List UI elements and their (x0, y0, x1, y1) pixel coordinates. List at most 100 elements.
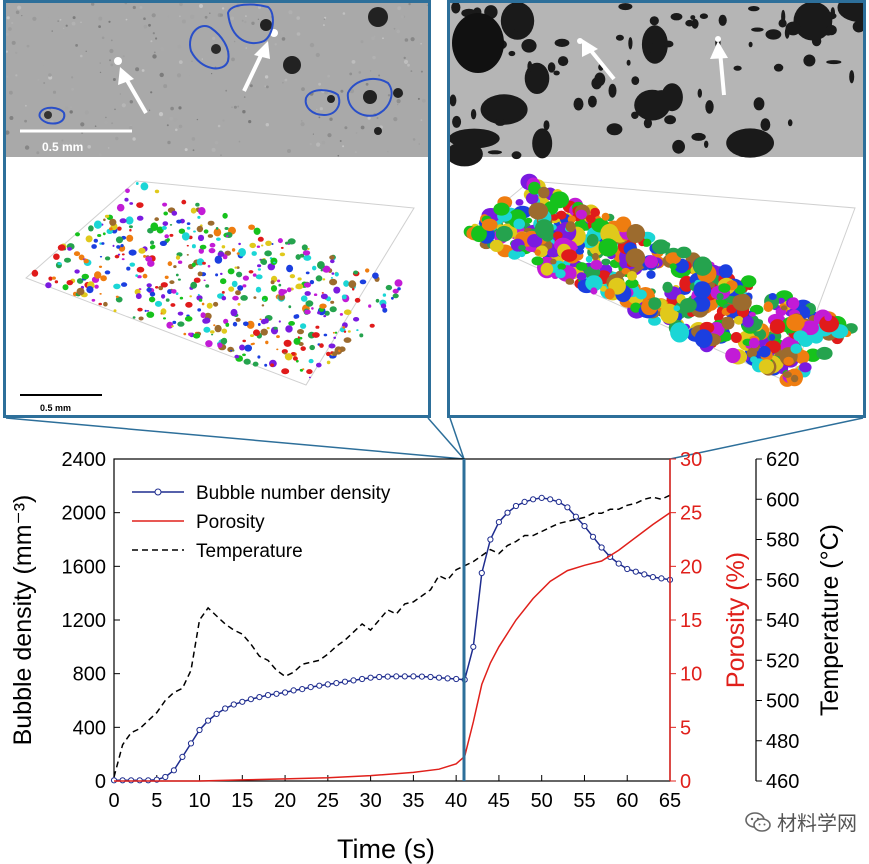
bubble (300, 295, 308, 302)
texture-speck (219, 13, 223, 17)
bubble (308, 376, 311, 379)
bubble (316, 362, 322, 368)
bubble (198, 298, 203, 302)
bubble (97, 234, 102, 237)
bubble (303, 282, 311, 288)
bubble (224, 227, 229, 230)
bubble (590, 287, 598, 295)
pore (393, 88, 403, 98)
texture-speck (105, 116, 107, 119)
bubble (144, 309, 147, 312)
bubble-3d-rendering-early (25, 180, 415, 386)
bubble (119, 218, 127, 224)
series-point-density (624, 565, 631, 573)
texture-speck (6, 32, 9, 36)
bubble (103, 301, 108, 307)
series-point-density (205, 717, 212, 724)
bubble (317, 261, 325, 270)
bounding-box (25, 180, 415, 386)
bubble (615, 216, 632, 233)
bubble (326, 351, 331, 357)
pore (452, 13, 504, 73)
pore (705, 100, 714, 114)
texture-speck (186, 71, 191, 76)
bubble (309, 344, 316, 351)
texture-speck (167, 140, 171, 145)
pore (760, 118, 771, 131)
bubble (112, 244, 115, 247)
bubble (341, 294, 347, 300)
pore (849, 70, 855, 84)
bubble (630, 302, 642, 313)
texture-speck (233, 105, 237, 109)
bubble (207, 234, 214, 238)
bubble-3d-rendering-late (463, 173, 858, 387)
texture-speck (91, 3, 95, 6)
bubble (181, 232, 190, 241)
texture-speck (36, 151, 40, 155)
pore (363, 90, 377, 104)
pore (663, 40, 674, 48)
zoom-connector-right (669, 417, 864, 460)
bubble (86, 286, 94, 294)
texture-speck (170, 106, 174, 111)
series-point-density (187, 740, 195, 747)
series-point-density (290, 687, 297, 694)
bubble (203, 326, 211, 333)
texture-speck (104, 120, 108, 124)
texture-speck (124, 3, 128, 5)
bubble (769, 319, 786, 335)
bubble (109, 227, 113, 231)
bubble (128, 249, 137, 256)
bubble (283, 352, 287, 355)
bubble (183, 332, 187, 336)
texture-speck (420, 119, 423, 121)
texture-speck (6, 130, 10, 135)
bubble (121, 282, 128, 287)
bubble (600, 223, 619, 244)
series-point-density (470, 643, 477, 650)
texture-speck (111, 122, 114, 125)
bubble (237, 302, 241, 306)
texture-speck (72, 16, 76, 20)
bubble (104, 256, 111, 261)
bubble (99, 293, 102, 295)
bubble (188, 332, 192, 336)
bubble (246, 320, 255, 329)
bubble (235, 290, 241, 296)
bubble (197, 271, 203, 277)
texture-speck (287, 149, 291, 153)
bubble (643, 238, 652, 247)
texture-speck (32, 16, 37, 21)
pore (643, 118, 652, 129)
bubble (193, 333, 201, 339)
texture-speck (57, 20, 60, 22)
bubble (57, 262, 62, 265)
bubble (627, 271, 637, 281)
y-left-tick-label: 2000 (62, 503, 107, 525)
bubble (217, 251, 225, 257)
pore (793, 3, 833, 41)
pore (803, 54, 816, 67)
series-point-density (179, 753, 186, 761)
bubble (270, 257, 278, 265)
bubble (777, 297, 785, 305)
bubble (164, 234, 169, 239)
bubble (154, 217, 159, 222)
pore (508, 50, 516, 57)
bubble (31, 269, 39, 277)
bubble (305, 271, 310, 275)
series-point-density (393, 673, 400, 680)
bubble (665, 252, 681, 265)
bubble (676, 246, 692, 259)
bubble (330, 259, 335, 264)
texture-speck (71, 87, 75, 91)
bubble (129, 228, 132, 232)
bubble (136, 266, 145, 273)
bubble (116, 203, 125, 212)
texture-speck (327, 74, 331, 78)
x-tick-label: 45 (488, 790, 510, 812)
texture-speck (324, 16, 327, 19)
bubble (343, 280, 350, 287)
